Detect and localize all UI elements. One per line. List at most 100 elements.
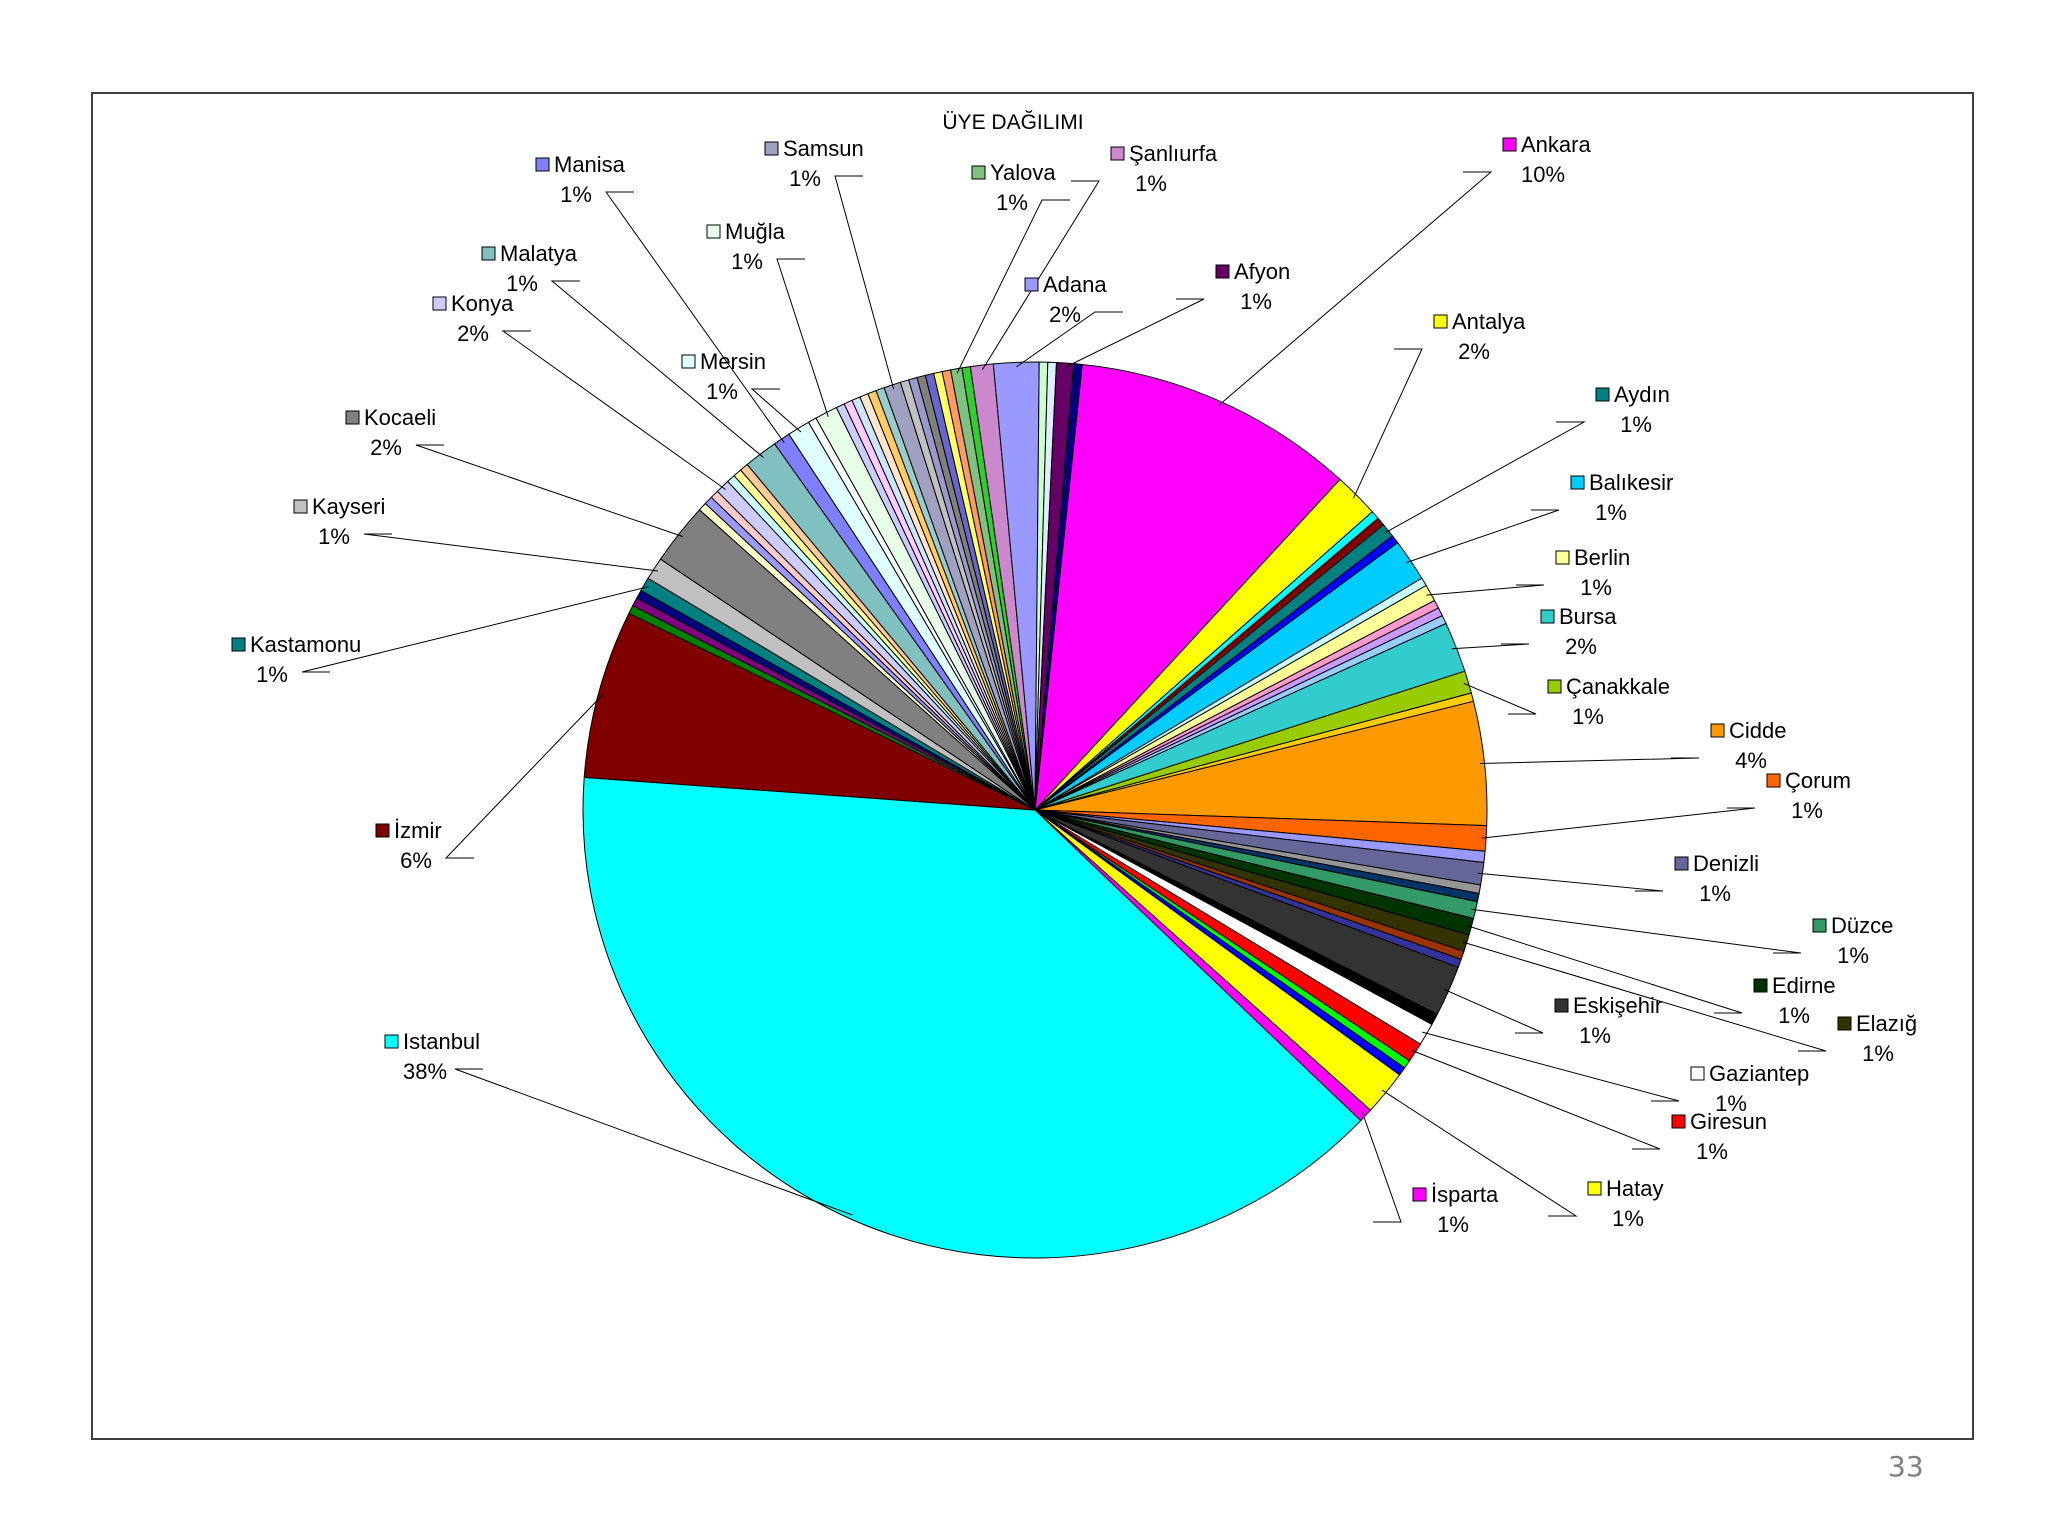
leader-line [1479, 757, 1700, 764]
leader-line [1352, 348, 1423, 499]
leader-line [444, 694, 604, 859]
label-key-square [375, 823, 390, 838]
slice-name-label: Malatya [500, 241, 578, 266]
label-key-square [1110, 146, 1125, 161]
slice-name-label: Elazığ [1856, 1011, 1917, 1036]
leader-line [1462, 941, 1827, 1052]
leader-line [605, 191, 785, 443]
slice-percent-label: 1% [1620, 412, 1652, 437]
label-key-square [1812, 918, 1827, 933]
label-key-square [1555, 550, 1570, 565]
slice-percent-label: 1% [1791, 798, 1823, 823]
leader-line [1406, 509, 1560, 564]
slice-name-label: Kayseri [312, 494, 385, 519]
slice-name-label: Cidde [1729, 718, 1786, 743]
slice-percent-label: 4% [1735, 748, 1767, 773]
label-key-square [1587, 1181, 1602, 1196]
slice-name-label: Konya [451, 291, 514, 316]
slice-percent-label: 10% [1521, 162, 1565, 187]
label-key-square [432, 296, 447, 311]
slice-name-label: Manisa [554, 152, 626, 177]
pie-slice-i̇zmir [583, 612, 1036, 811]
slice-name-label: Adana [1043, 272, 1107, 297]
leader-line [501, 330, 726, 490]
slice-name-label: Çorum [1785, 768, 1851, 793]
label-key-square [1412, 1187, 1427, 1202]
label-key-square [1570, 475, 1585, 490]
slice-name-label: Yalova [990, 160, 1056, 185]
leader-line [834, 175, 895, 390]
label-key-square [1502, 137, 1517, 152]
slice-percent-label: 1% [1135, 171, 1167, 196]
label-key-square [1540, 609, 1555, 624]
leader-line [1477, 872, 1664, 892]
slice-name-label: Çanakkale [1566, 674, 1670, 699]
slice-percent-label: 1% [1715, 1091, 1747, 1116]
label-key-square [1753, 978, 1768, 993]
slice-name-label: Edirne [1772, 973, 1836, 998]
leader-line [1422, 1031, 1680, 1102]
slice-name-label: Ankara [1521, 132, 1591, 157]
slice-name-label: Samsun [783, 136, 864, 161]
slice-percent-label: 1% [1580, 575, 1612, 600]
page-number: 33 [1888, 1450, 1924, 1483]
label-key-square [481, 246, 496, 261]
label-key-square [764, 141, 779, 156]
slice-percent-label: 1% [1240, 289, 1272, 314]
slice-percent-label: 1% [1778, 1003, 1810, 1028]
slice-name-label: Hatay [1606, 1176, 1663, 1201]
slice-name-label: Bursa [1559, 604, 1617, 629]
slice-percent-label: 1% [1595, 500, 1627, 525]
leader-line [1016, 311, 1123, 368]
slice-percent-label: 1% [318, 524, 350, 549]
chart-frame: ÜYE DAĞILIMI Ankara 10% Antalya 2% Aydın 1% Ba… [91, 92, 1974, 1440]
leader-line [956, 199, 1070, 374]
label-key-square [1215, 264, 1230, 279]
leader-line [415, 444, 683, 537]
leader-line [1411, 1049, 1661, 1150]
slice-percent-label: 1% [1437, 1212, 1469, 1237]
leader-line [1471, 908, 1802, 954]
leader-line [776, 258, 829, 417]
pie-chart: ÜYE DAĞILIMI Ankara 10% Antalya 2% Aydın 1% Ba… [231, 111, 1917, 1259]
label-key-square [1433, 314, 1448, 329]
slice-percent-label: 1% [560, 182, 592, 207]
label-key-square [1024, 277, 1039, 292]
slice-name-label: Kocaeli [364, 405, 436, 430]
slice-name-label: Şanlıurfa [1129, 141, 1218, 166]
leader-line [1426, 584, 1545, 596]
slice-name-label: Afyon [1234, 259, 1290, 284]
slice-name-label: Mersin [700, 349, 766, 374]
slice-percent-label: 1% [1862, 1041, 1894, 1066]
label-key-square [1690, 1066, 1705, 1081]
leader-line [1463, 682, 1537, 715]
label-key-square [1595, 387, 1610, 402]
slice-percent-label: 1% [789, 166, 821, 191]
leader-line [454, 1068, 853, 1216]
label-key-square [1671, 1114, 1686, 1129]
slice-percent-label: 1% [256, 662, 288, 687]
slice-percent-label: 1% [1572, 704, 1604, 729]
slice-percent-label: 2% [457, 321, 489, 346]
label-key-square [681, 354, 696, 369]
slice-percent-label: 1% [731, 249, 763, 274]
slice-name-label: Eskişehir [1573, 993, 1662, 1018]
slice-name-label: Antalya [1452, 309, 1526, 334]
slice-percent-label: 38% [403, 1059, 447, 1084]
label-key-square [1766, 773, 1781, 788]
leader-line [301, 586, 649, 673]
leader-line [1064, 298, 1205, 368]
slice-percent-label: 2% [1458, 339, 1490, 364]
label-key-square [345, 410, 360, 425]
slice-percent-label: 1% [506, 271, 538, 296]
leader-line [981, 180, 1100, 370]
slice-percent-label: 1% [1699, 881, 1731, 906]
slice-percent-label: 1% [1612, 1206, 1644, 1231]
slice-percent-label: 1% [996, 190, 1028, 215]
slice-name-label: Gaziantep [1709, 1061, 1809, 1086]
slice-name-label: Denizli [1693, 851, 1759, 876]
label-key-square [1710, 723, 1725, 738]
leader-line [1444, 988, 1544, 1034]
slice-name-label: Giresun [1690, 1109, 1767, 1134]
label-key-square [971, 165, 986, 180]
